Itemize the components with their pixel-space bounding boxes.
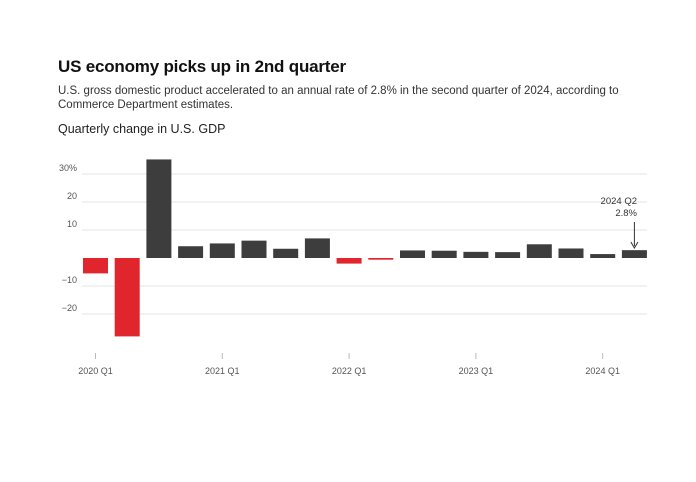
y-tick-label: 30% (59, 163, 77, 173)
bar (83, 258, 108, 274)
annotation-layer: 2024 Q22.8% (601, 196, 639, 249)
y-tick-label: −10 (62, 275, 77, 285)
bar (590, 254, 616, 258)
y-tick-label: 10 (67, 219, 77, 229)
annotation-label: 2024 Q2 (601, 196, 637, 207)
bar (368, 258, 394, 260)
x-tick-label: 2024 Q1 (585, 366, 620, 376)
chart-title: US economy picks up in 2nd quarter (58, 57, 346, 76)
x-tick-label: 2023 Q1 (459, 366, 494, 376)
x-tick-label: 2021 Q1 (205, 366, 240, 376)
bar (146, 159, 172, 258)
chart-subtitle: U.S. gross domestic product accelerated … (58, 85, 619, 111)
axis-layer: −20 −10 10 20 30% 2020 Q1 2021 Q1 2022 Q1 2023 Q… (59, 163, 620, 376)
bar-layer (83, 159, 647, 337)
grid-layer (82, 173, 647, 315)
x-tick-label: 2020 Q1 (78, 366, 113, 376)
bar (178, 246, 204, 258)
chart-caption: Quarterly change in U.S. GDP (58, 122, 226, 136)
annotation-arrowhead (630, 241, 639, 249)
bar (558, 248, 584, 258)
bar (495, 252, 521, 258)
bar (114, 258, 140, 337)
bar (304, 238, 330, 258)
bar (463, 251, 489, 258)
bar (209, 243, 235, 258)
bar (526, 244, 552, 258)
bar (431, 250, 457, 258)
annotation-value: 2.8% (615, 208, 637, 219)
x-tick-label: 2022 Q1 (332, 366, 367, 376)
bar (241, 240, 267, 258)
bar (273, 248, 299, 258)
bar (400, 250, 425, 258)
bar (336, 258, 362, 264)
y-tick-label: 20 (67, 191, 77, 201)
bar (621, 250, 647, 258)
y-tick-label: −20 (62, 303, 77, 313)
